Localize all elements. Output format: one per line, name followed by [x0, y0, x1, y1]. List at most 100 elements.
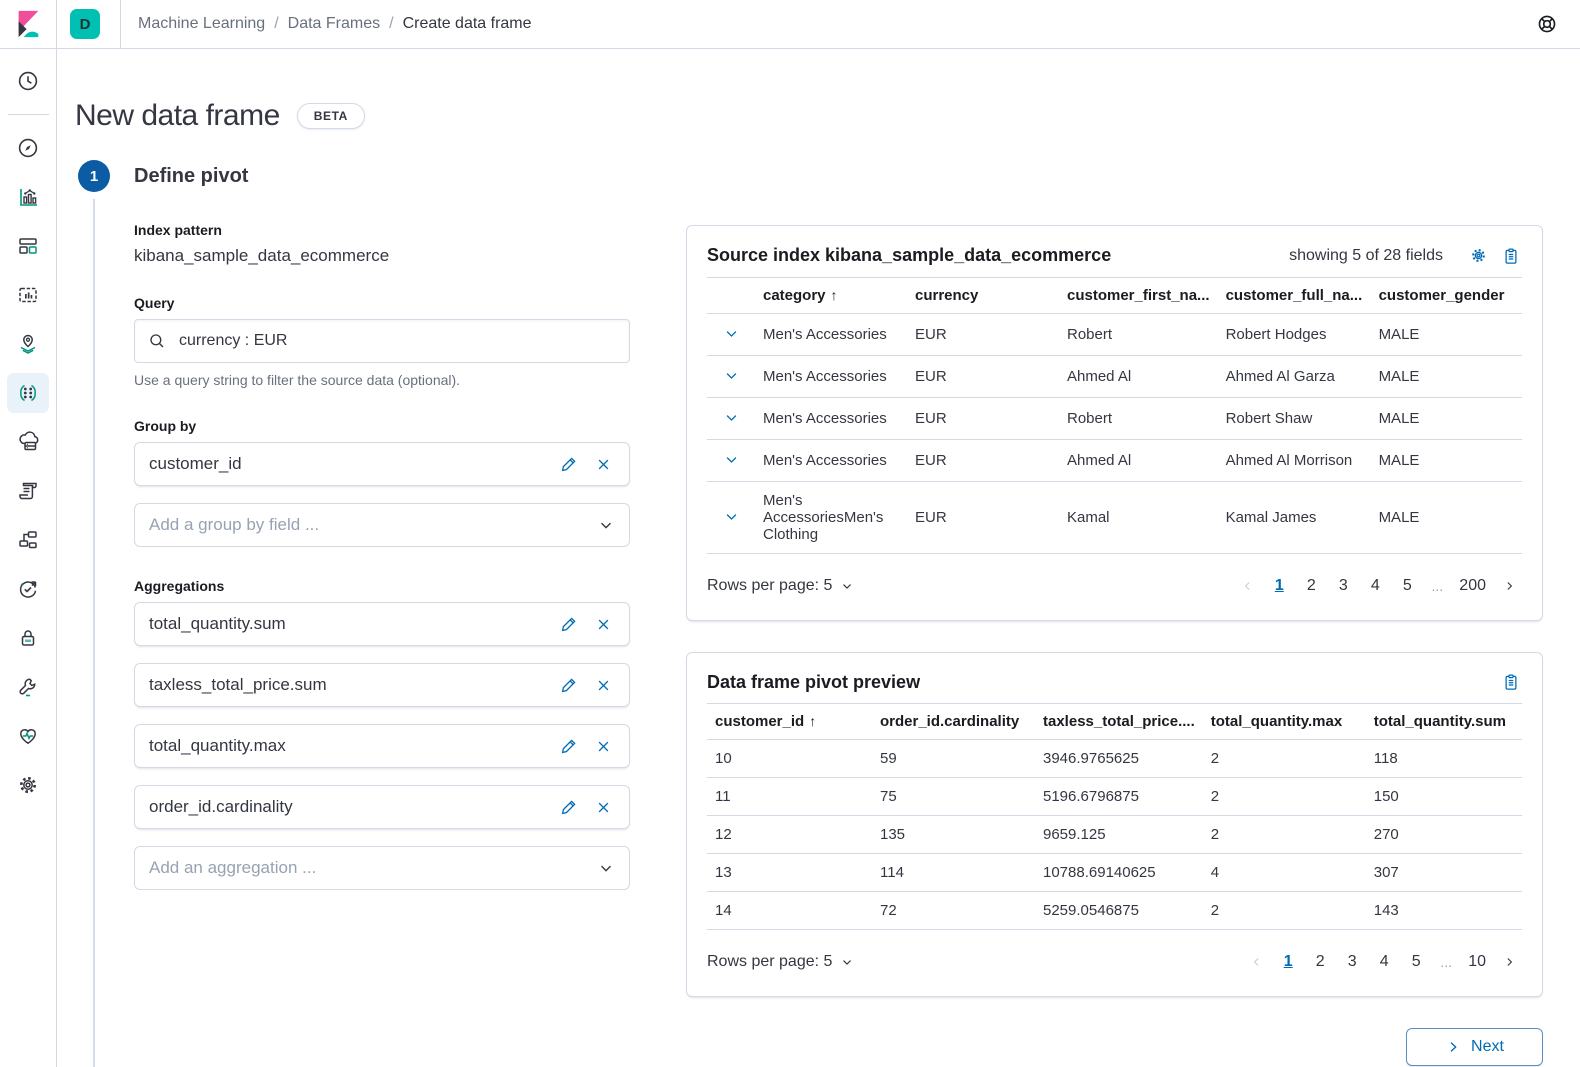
- column-header-customer-first-name[interactable]: customer_first_na...: [1059, 277, 1218, 314]
- sidebar-item-maps[interactable]: [7, 324, 49, 364]
- copy-to-clipboard-button[interactable]: [1500, 671, 1522, 693]
- help-menu-button[interactable]: [1536, 13, 1558, 35]
- page-number-button[interactable]: 1: [1265, 572, 1293, 600]
- cell-category: Men's Accessories: [755, 397, 907, 440]
- sidebar-item-machine-learning[interactable]: [7, 373, 49, 413]
- top-bar: D Machine Learning / Data Frames / Creat…: [0, 0, 1580, 49]
- sidebar-item-snapshot-restore[interactable]: [7, 422, 49, 462]
- column-header-taxless-total-price[interactable]: taxless_total_price....: [1035, 703, 1203, 740]
- machine-learning-icon: [20, 384, 36, 402]
- page-number-button[interactable]: 4: [1370, 948, 1398, 976]
- close-icon: [598, 459, 609, 469]
- sidebar-item-canvas[interactable]: [7, 275, 49, 315]
- rows-per-page-button[interactable]: Rows per page: 5: [707, 953, 854, 971]
- sidebar-item-monitoring[interactable]: [7, 716, 49, 756]
- sidebar-item-logs[interactable]: [7, 471, 49, 511]
- copy-to-clipboard-button[interactable]: [1500, 245, 1522, 267]
- cell-order-id-cardinality: 59: [872, 739, 1035, 778]
- cell-gender: MALE: [1370, 439, 1522, 482]
- expand-row-button[interactable]: [722, 366, 741, 385]
- page-number-button[interactable]: 5: [1402, 948, 1430, 976]
- cell-total-quantity-max: 2: [1202, 891, 1366, 930]
- cell-total-quantity-sum: 143: [1365, 891, 1522, 930]
- column-header-currency[interactable]: currency: [907, 277, 1059, 314]
- columns-settings-button[interactable]: [1467, 244, 1490, 267]
- table-row: Men's AccessoriesMen's Clothing EUR Kama…: [707, 481, 1522, 554]
- page-number-button[interactable]: 3: [1338, 948, 1366, 976]
- cell-currency: EUR: [907, 439, 1059, 482]
- page-number-button[interactable]: 1: [1274, 948, 1302, 976]
- add-aggregation-select[interactable]: Add an aggregation ...: [134, 846, 630, 890]
- sidebar-item-dashboard[interactable]: [7, 226, 49, 266]
- column-header-total-quantity-sum[interactable]: total_quantity.sum: [1365, 703, 1522, 740]
- cell-customer-id: 12: [707, 815, 872, 854]
- table-row: Men's Accessories EUR Ahmed Al Ahmed Al …: [707, 439, 1522, 482]
- column-header-customer-id[interactable]: customer_id ↑: [707, 703, 872, 740]
- page-number-button[interactable]: 10: [1462, 948, 1492, 976]
- next-button[interactable]: Next: [1406, 1028, 1543, 1066]
- expand-row-button[interactable]: [722, 450, 741, 469]
- edit-aggregation-button[interactable]: [556, 672, 582, 698]
- breadcrumb-machine-learning[interactable]: Machine Learning: [138, 15, 266, 32]
- sidebar-item-dev-tools[interactable]: [7, 667, 49, 707]
- sidebar-item-infrastructure[interactable]: [7, 520, 49, 560]
- page-number-button[interactable]: 5: [1393, 572, 1421, 600]
- page-ellipsis: ...: [1431, 578, 1444, 594]
- cell-total-quantity-max: 2: [1202, 777, 1366, 816]
- rows-per-page-button[interactable]: Rows per page: 5: [707, 577, 854, 595]
- cell-customer-id: 14: [707, 891, 872, 930]
- chevron-down-icon: [726, 331, 736, 337]
- prev-page-button[interactable]: [1244, 953, 1270, 971]
- column-header-customer-gender[interactable]: customer_gender: [1370, 277, 1522, 314]
- query-input[interactable]: [134, 319, 630, 363]
- add-group-by-select[interactable]: Add a group by field ...: [134, 503, 630, 547]
- chevron-right-icon: [1507, 958, 1513, 966]
- sidebar-item-uptime[interactable]: [7, 569, 49, 609]
- expand-row-button[interactable]: [722, 408, 741, 427]
- page-number-button[interactable]: 2: [1297, 572, 1325, 600]
- sidebar-item-security[interactable]: [7, 618, 49, 658]
- edit-aggregation-button[interactable]: [556, 733, 582, 759]
- cell-first-name: Ahmed Al: [1059, 439, 1218, 482]
- edit-aggregation-button[interactable]: [556, 611, 582, 637]
- close-icon: [598, 680, 609, 690]
- expand-row-button[interactable]: [722, 324, 741, 343]
- sidebar-item-recently-viewed[interactable]: [7, 61, 49, 101]
- column-header-customer-full-name[interactable]: customer_full_na...: [1217, 277, 1371, 314]
- delete-group-by-button[interactable]: [592, 453, 615, 476]
- prev-page-button[interactable]: [1235, 577, 1261, 595]
- column-header-total-quantity-max[interactable]: total_quantity.max: [1202, 703, 1366, 740]
- delete-aggregation-button[interactable]: [592, 796, 615, 819]
- page-number-button[interactable]: 3: [1329, 572, 1357, 600]
- dashboard-icon: [19, 238, 37, 254]
- pivot-preview-panel: Data frame pivot preview customer_id ↑ or…: [686, 652, 1543, 997]
- bar-chart-icon: [20, 189, 37, 206]
- column-header-order-id-cardinality[interactable]: order_id.cardinality: [872, 703, 1035, 740]
- next-page-button[interactable]: [1496, 577, 1522, 595]
- sidebar-item-management[interactable]: [7, 765, 49, 805]
- sidebar-item-visualize[interactable]: [7, 177, 49, 217]
- space-selector-badge[interactable]: D: [70, 9, 100, 39]
- sidebar-item-discover[interactable]: [7, 128, 49, 168]
- cell-first-name: Robert: [1059, 313, 1218, 356]
- search-icon: [148, 332, 166, 350]
- edit-aggregation-button[interactable]: [556, 794, 582, 820]
- topbar-divider: [120, 0, 121, 49]
- wrench-icon: [19, 678, 36, 697]
- page-number-button[interactable]: 2: [1306, 948, 1334, 976]
- cell-taxless-total-price: 10788.69140625: [1035, 853, 1203, 892]
- page-title: New data frame: [75, 99, 280, 133]
- cell-full-name: Robert Hodges: [1217, 313, 1371, 356]
- page-number-button[interactable]: 4: [1361, 572, 1389, 600]
- page-number-button[interactable]: 200: [1453, 572, 1492, 600]
- cell-order-id-cardinality: 135: [872, 815, 1035, 854]
- edit-group-by-button[interactable]: [556, 451, 582, 477]
- next-page-button[interactable]: [1496, 953, 1522, 971]
- delete-aggregation-button[interactable]: [592, 735, 615, 758]
- column-header-category[interactable]: category ↑: [755, 277, 907, 314]
- delete-aggregation-button[interactable]: [592, 674, 615, 697]
- delete-aggregation-button[interactable]: [592, 613, 615, 636]
- expand-row-button[interactable]: [722, 507, 741, 526]
- breadcrumb-data-frames[interactable]: Data Frames: [287, 15, 381, 32]
- kibana-logo[interactable]: [0, 0, 57, 49]
